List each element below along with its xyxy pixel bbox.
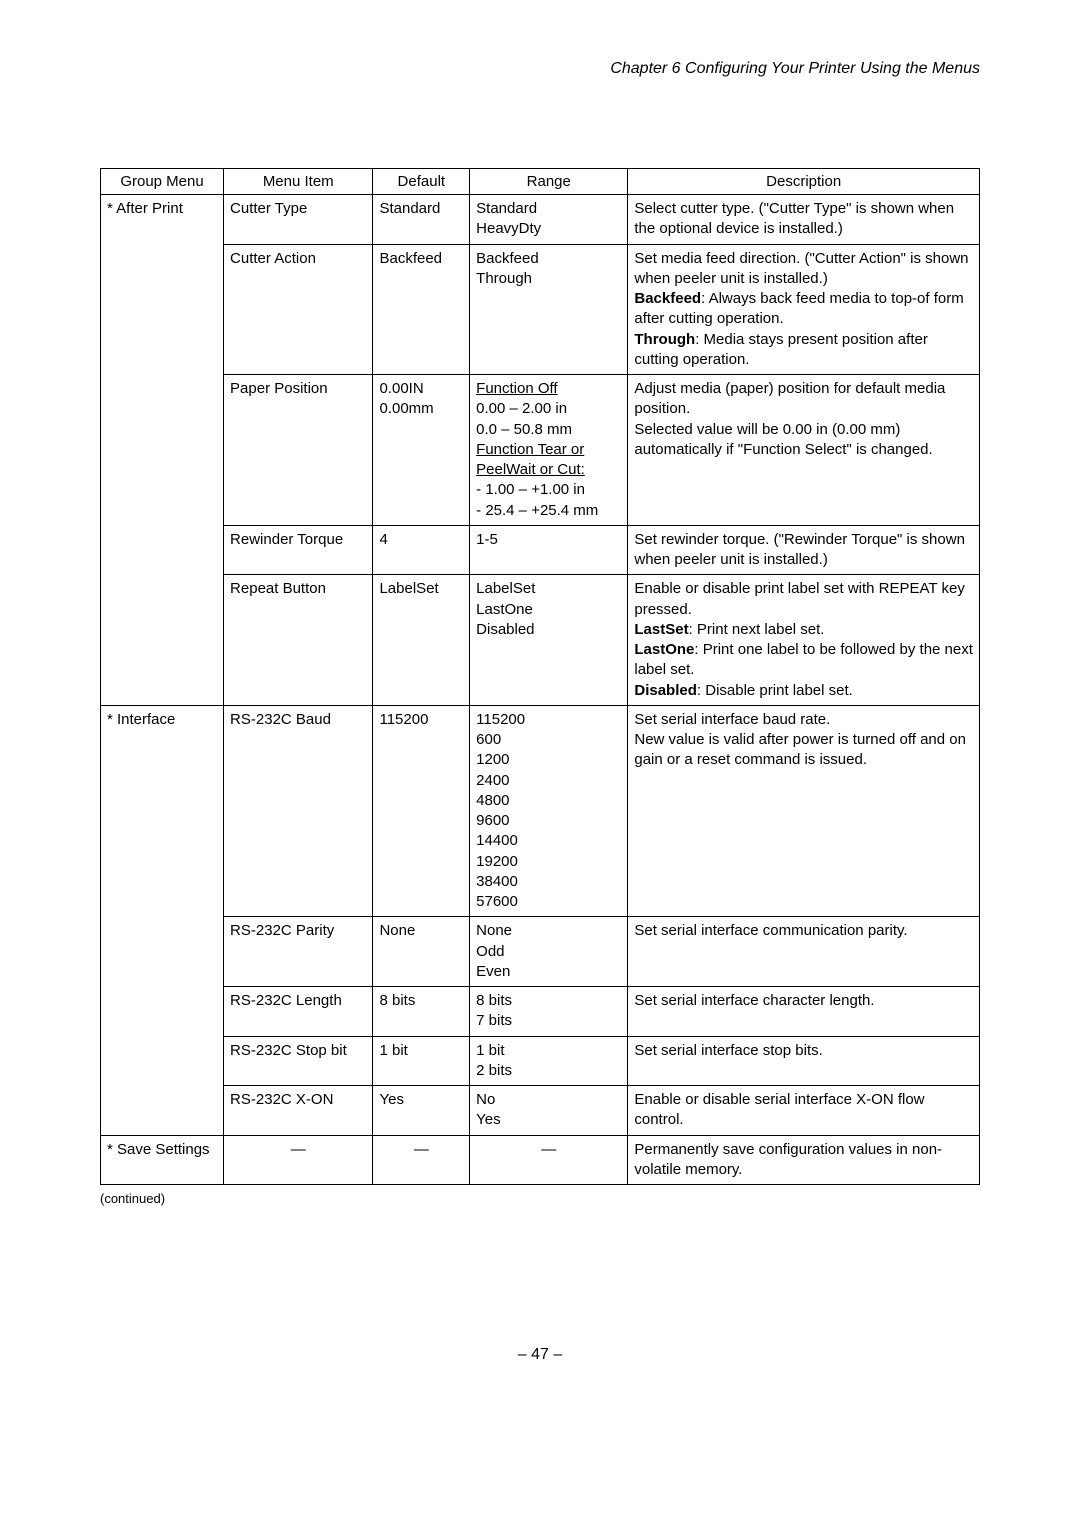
- cell-item: Repeat Button: [224, 575, 373, 706]
- cell-default: 4: [373, 525, 470, 575]
- table-row: Cutter Action Backfeed Backfeed Through …: [101, 244, 980, 375]
- header-item: Menu Item: [224, 169, 373, 195]
- cell-desc: Set serial interface communication parit…: [628, 917, 980, 987]
- table-header-row: Group Menu Menu Item Default Range Descr…: [101, 169, 980, 195]
- range-line: Disabled: [476, 621, 534, 638]
- cell-range: 1-5: [470, 525, 628, 575]
- cell-range: Backfeed Through: [470, 244, 628, 375]
- cell-item: RS-232C Length: [224, 987, 373, 1037]
- cell-desc: Set serial interface baud rate. New valu…: [628, 705, 980, 917]
- header-default: Default: [373, 169, 470, 195]
- cell-dash: —: [224, 1135, 373, 1185]
- table-row: * After Print Cutter Type Standard Stand…: [101, 195, 980, 245]
- cell-range: Standard HeavyDty: [470, 195, 628, 245]
- default-line: 0.00IN: [379, 380, 423, 397]
- cell-range: 115200 600 1200 2400 4800 9600 14400 192…: [470, 705, 628, 917]
- continued-label: (continued): [100, 1191, 980, 1206]
- desc-line: Set media feed direction. ("Cutter Actio…: [634, 250, 968, 287]
- cell-desc: Set rewinder torque. ("Rewinder Torque" …: [628, 525, 980, 575]
- cell-range: No Yes: [470, 1086, 628, 1136]
- desc-text: : Print next label set.: [689, 621, 825, 638]
- cell-default: Yes: [373, 1086, 470, 1136]
- default-line: 0.00mm: [379, 400, 433, 417]
- range-line: HeavyDty: [476, 220, 541, 237]
- desc-text: : Disable print label set.: [697, 682, 853, 699]
- desc-bold: Disabled: [634, 682, 697, 699]
- cell-default: None: [373, 917, 470, 987]
- range-line: - 1.00 – +1.00 in: [476, 481, 585, 498]
- range-line: - 25.4 – +25.4 mm: [476, 502, 598, 519]
- range-line: LabelSet: [476, 580, 535, 597]
- table-row: Repeat Button LabelSet LabelSet LastOne …: [101, 575, 980, 706]
- cell-default: Backfeed: [373, 244, 470, 375]
- range-underline: Function Off: [476, 380, 557, 397]
- range-line: 0.00 – 2.00 in: [476, 400, 567, 417]
- cell-default: 1 bit: [373, 1036, 470, 1086]
- config-table: Group Menu Menu Item Default Range Descr…: [100, 168, 980, 1185]
- cell-range: None Odd Even: [470, 917, 628, 987]
- table-row: RS-232C Parity None None Odd Even Set se…: [101, 917, 980, 987]
- cell-desc: Permanently save configuration values in…: [628, 1135, 980, 1185]
- chapter-header: Chapter 6 Configuring Your Printer Using…: [100, 60, 980, 78]
- cell-desc: Enable or disable print label set with R…: [628, 575, 980, 706]
- desc-bold: Through: [634, 331, 695, 348]
- cell-desc: Adjust media (paper) position for defaul…: [628, 375, 980, 526]
- desc-bold: Backfeed: [634, 290, 701, 307]
- page-container: Chapter 6 Configuring Your Printer Using…: [0, 0, 1080, 1424]
- cell-range: 8 bits 7 bits: [470, 987, 628, 1037]
- desc-bold: LastSet: [634, 621, 688, 638]
- cell-desc: Set serial interface character length.: [628, 987, 980, 1037]
- cell-default: 8 bits: [373, 987, 470, 1037]
- cell-dash: —: [470, 1135, 628, 1185]
- table-row: * Save Settings — — — Permanently save c…: [101, 1135, 980, 1185]
- range-underline: Function Tear or PeelWait or Cut:: [476, 441, 585, 478]
- cell-group-afterprint: * After Print: [101, 195, 224, 706]
- range-line: Backfeed: [476, 250, 539, 267]
- cell-item: RS-232C Parity: [224, 917, 373, 987]
- cell-range: LabelSet LastOne Disabled: [470, 575, 628, 706]
- table-row: Rewinder Torque 4 1-5 Set rewinder torqu…: [101, 525, 980, 575]
- cell-item: Cutter Action: [224, 244, 373, 375]
- cell-default: 115200: [373, 705, 470, 917]
- cell-desc: Set media feed direction. ("Cutter Actio…: [628, 244, 980, 375]
- table-row: RS-232C Stop bit 1 bit 1 bit 2 bits Set …: [101, 1036, 980, 1086]
- cell-item: Rewinder Torque: [224, 525, 373, 575]
- cell-default: LabelSet: [373, 575, 470, 706]
- table-row: RS-232C Length 8 bits 8 bits 7 bits Set …: [101, 987, 980, 1037]
- cell-desc: Set serial interface stop bits.: [628, 1036, 980, 1086]
- cell-range: 1 bit 2 bits: [470, 1036, 628, 1086]
- cell-item: Cutter Type: [224, 195, 373, 245]
- header-range: Range: [470, 169, 628, 195]
- table-row: * Interface RS-232C Baud 115200 115200 6…: [101, 705, 980, 917]
- header-group: Group Menu: [101, 169, 224, 195]
- header-desc: Description: [628, 169, 980, 195]
- range-line: Through: [476, 270, 532, 287]
- desc-bold: LastOne: [634, 641, 694, 658]
- page-number: – 47 –: [100, 1346, 980, 1364]
- table-row: Paper Position 0.00IN 0.00mm Function Of…: [101, 375, 980, 526]
- cell-item: RS-232C X-ON: [224, 1086, 373, 1136]
- cell-group-save: * Save Settings: [101, 1135, 224, 1185]
- table-row: RS-232C X-ON Yes No Yes Enable or disabl…: [101, 1086, 980, 1136]
- cell-item: RS-232C Baud: [224, 705, 373, 917]
- range-line: LastOne: [476, 601, 533, 618]
- cell-item: RS-232C Stop bit: [224, 1036, 373, 1086]
- desc-line: Enable or disable print label set with R…: [634, 580, 964, 617]
- cell-item: Paper Position: [224, 375, 373, 526]
- cell-group-interface: * Interface: [101, 705, 224, 1135]
- cell-range: Function Off 0.00 – 2.00 in 0.0 – 50.8 m…: [470, 375, 628, 526]
- range-line: 0.0 – 50.8 mm: [476, 421, 572, 438]
- cell-dash: —: [373, 1135, 470, 1185]
- cell-default: Standard: [373, 195, 470, 245]
- cell-desc: Enable or disable serial interface X-ON …: [628, 1086, 980, 1136]
- cell-desc: Select cutter type. ("Cutter Type" is sh…: [628, 195, 980, 245]
- cell-default: 0.00IN 0.00mm: [373, 375, 470, 526]
- range-line: Standard: [476, 200, 537, 217]
